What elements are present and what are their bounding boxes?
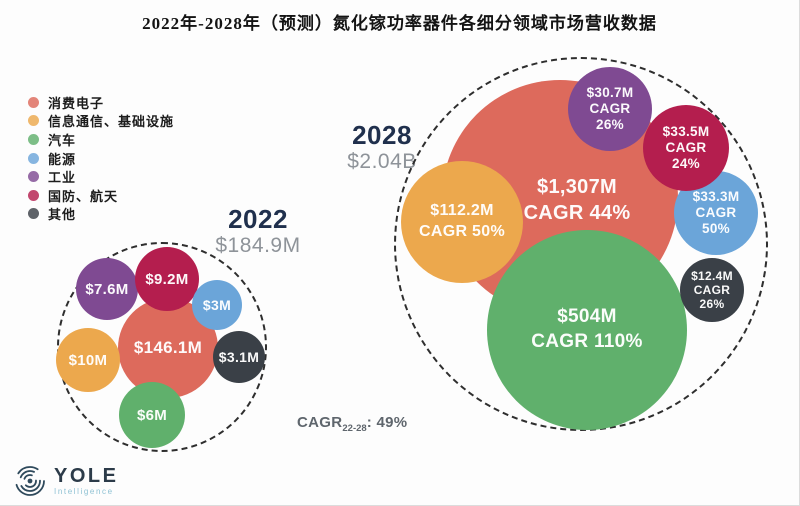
bubble-value: $3.1M bbox=[218, 349, 260, 365]
legend-label: 汽车 bbox=[48, 132, 77, 148]
legend-item-energy: 能源 bbox=[28, 149, 174, 168]
year-2022: 2022 bbox=[228, 204, 288, 234]
bubble-cagr-value: 24% bbox=[672, 155, 700, 171]
legend: 消费电子 信息通信、基础设施 汽车 能源 工业 国防、航天 其他 bbox=[28, 93, 174, 223]
cagr-text: CAGR bbox=[297, 414, 343, 431]
legend-dot-icon bbox=[28, 115, 39, 127]
legend-item-industrial: 工业 bbox=[28, 167, 174, 186]
bubble-2028-telecom-infrastructure: $112.2M CAGR 50% bbox=[401, 161, 523, 283]
bubble-cagr: CAGR bbox=[693, 282, 731, 297]
legend-item-defense-aerospace: 国防、航天 bbox=[28, 186, 174, 205]
bubble-2028-defense-aerospace: $33.5M CAGR 24% bbox=[643, 105, 729, 191]
cluster-2028-outline bbox=[394, 57, 768, 431]
bubble-cagr: CAGR bbox=[695, 205, 737, 221]
bubble-value: $33.3M bbox=[692, 189, 740, 205]
bubble-cagr-value: 50% bbox=[702, 220, 730, 236]
legend-label: 其他 bbox=[48, 207, 77, 223]
year-2028: 2028 bbox=[352, 120, 412, 150]
legend-label: 信息通信、基础设施 bbox=[48, 114, 175, 130]
bubble-2022-defense-aerospace: $9.2M bbox=[135, 247, 199, 311]
cluster-2028-label: 2028 $2.04B bbox=[322, 120, 442, 174]
bubble-value: $112.2M bbox=[430, 202, 494, 220]
bubble-value: $6M bbox=[136, 406, 168, 424]
bubble-cagr: CAGR 44% bbox=[523, 202, 631, 224]
legend-item-consumer-electronics: 消费电子 bbox=[28, 93, 174, 112]
total-2022: $184.9M bbox=[215, 234, 301, 258]
bubble-2022-industrial: $7.6M bbox=[76, 258, 138, 320]
bubble-value: $146.1M bbox=[133, 338, 203, 357]
bubble-value: $30.7M bbox=[586, 85, 634, 101]
bubble-value: $9.2M bbox=[145, 270, 189, 288]
cluster-2022-label: 2022 $184.9M bbox=[198, 204, 318, 258]
legend-item-other: 其他 bbox=[28, 205, 174, 224]
legend-item-telecom-infrastructure: 信息通信、基础设施 bbox=[28, 112, 174, 131]
bubble-2028-automotive: $504M CAGR 110% bbox=[487, 230, 687, 430]
bubble-cagr: CAGR 110% bbox=[531, 331, 643, 352]
bubble-cagr: CAGR 50% bbox=[419, 223, 505, 240]
cagr-value: : 49% bbox=[366, 414, 408, 431]
legend-label: 消费电子 bbox=[48, 95, 105, 111]
bubble-value: $504M bbox=[557, 306, 617, 328]
legend-item-automotive: 汽车 bbox=[28, 130, 174, 149]
bubble-cagr: CAGR bbox=[665, 140, 707, 156]
bubble-value: $1,307M bbox=[537, 176, 617, 198]
legend-dot-icon bbox=[28, 133, 39, 145]
cagr-subscript: 22-28 bbox=[342, 423, 367, 434]
legend-dot-icon bbox=[28, 152, 39, 164]
bubble-2028-industrial: $30.7M CAGR 26% bbox=[568, 67, 652, 151]
bubble-2022-consumer-electronics: $146.1M bbox=[118, 298, 218, 398]
yole-wordmark: YOLE bbox=[54, 465, 119, 487]
yole-logo-text: YOLE Intelligence bbox=[54, 466, 118, 496]
legend-dot-icon bbox=[28, 189, 39, 201]
bubble-cagr-value: 26% bbox=[699, 297, 725, 312]
legend-label: 工业 bbox=[48, 170, 77, 186]
legend-label: 国防、航天 bbox=[48, 188, 119, 204]
legend-dot-icon bbox=[28, 96, 39, 108]
bubble-cagr: CAGR bbox=[589, 101, 631, 117]
chart-title: 2022年-2028年（预测）氮化镓功率器件各细分领域市场营收数据 bbox=[142, 14, 657, 33]
bubble-2022-automotive: $6M bbox=[119, 382, 185, 448]
bubble-2028-other: $12.4M CAGR 26% bbox=[680, 258, 744, 322]
bubble-2022-other: $3.1M bbox=[213, 331, 265, 383]
bubble-value: $33.5M bbox=[662, 124, 710, 140]
bubble-value: $12.4M bbox=[691, 268, 733, 283]
bubble-text: $1,307M CAGR 44% bbox=[524, 174, 631, 226]
bubble-value: $10M bbox=[68, 351, 108, 369]
bubble-cagr-value: 26% bbox=[596, 116, 624, 132]
bubble-value: $7.6M bbox=[85, 280, 129, 298]
bubble-2028-energy: $33.3M CAGR 50% bbox=[674, 171, 758, 255]
bubble-2022-telecom-infrastructure: $10M bbox=[56, 328, 120, 392]
yole-logo: YOLE Intelligence bbox=[13, 464, 118, 498]
overall-cagr-note: CAGR22-28: 49% bbox=[297, 414, 407, 434]
yole-subtitle: Intelligence bbox=[54, 487, 114, 496]
bubble-value: $3M bbox=[202, 297, 232, 313]
total-2028: $2.04B bbox=[347, 150, 417, 174]
yole-spiral-icon bbox=[15, 466, 45, 496]
bubble-2022-energy: $3M bbox=[192, 280, 242, 330]
legend-dot-icon bbox=[28, 208, 39, 220]
legend-label: 能源 bbox=[48, 151, 77, 167]
legend-dot-icon bbox=[28, 171, 39, 183]
